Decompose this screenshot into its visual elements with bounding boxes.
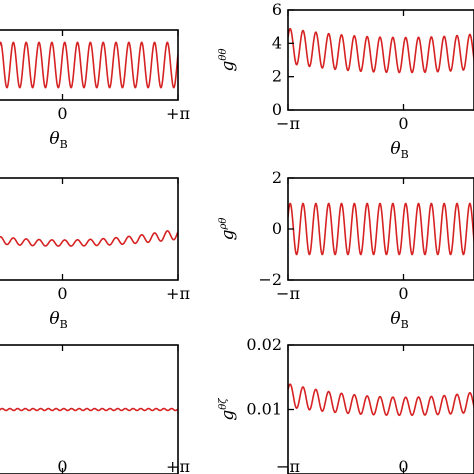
- x-tick-label: +π: [166, 284, 190, 303]
- y-axis-label: gρθ: [218, 218, 238, 241]
- series-line: [0, 230, 178, 247]
- y-tick-label: 0.01: [246, 400, 282, 419]
- y-axis-label: gθζ: [218, 398, 238, 421]
- axes-frame: [0, 344, 179, 474]
- x-axis-label: θB: [390, 309, 408, 331]
- x-tick-label: 0: [398, 457, 408, 474]
- y-tick-label: 6: [272, 0, 282, 19]
- y-tick-label: 4: [272, 33, 282, 52]
- panel-middle-left: 0 +π θB: [0, 177, 190, 331]
- svg-text:gθθ: gθθ: [218, 49, 238, 72]
- y-tick-label: 2: [272, 67, 282, 86]
- series-line: [288, 202, 474, 256]
- x-tick-label: 0: [398, 114, 408, 133]
- y-tick-label: 0: [272, 100, 282, 119]
- x-axis-label: θB: [49, 129, 67, 151]
- axes-frame: [0, 29, 179, 101]
- y-tick-label: 0.02: [246, 335, 282, 354]
- x-tick-label: −π: [276, 284, 300, 303]
- panel-top-left: 0 +π θB: [0, 29, 190, 151]
- panel-bottom-left: 0 +π: [0, 344, 190, 474]
- axes-frame: [0, 177, 179, 281]
- x-tick-label: +π: [166, 104, 190, 123]
- x-tick-label: 0: [57, 284, 67, 303]
- panel-bottom-right: −π 0 0.01 0.02 gθζ: [218, 335, 474, 474]
- y-tick-label: −2: [258, 270, 282, 289]
- series-line: [0, 407, 178, 412]
- svg-text:gρθ: gρθ: [218, 218, 238, 241]
- series-line: [0, 41, 178, 89]
- series-line: [288, 383, 474, 417]
- svg-text:gθζ: gθζ: [218, 398, 238, 421]
- y-tick-label: 0: [272, 219, 282, 238]
- x-tick-label: 0: [398, 284, 408, 303]
- panel-middle-right: −π 0 −2 0 2 θB gρθ: [218, 168, 474, 331]
- x-tick-label: 0: [57, 457, 67, 474]
- y-tick-label: 2: [272, 168, 282, 187]
- axes-frame: [287, 344, 474, 474]
- x-tick-label: 0: [57, 104, 67, 123]
- x-axis-label: θB: [49, 309, 67, 331]
- axes-frame: [287, 9, 474, 111]
- x-tick-label: −π: [276, 457, 300, 474]
- y-axis-label: gθθ: [218, 49, 238, 72]
- axes-frame: [287, 177, 474, 281]
- x-axis-label: θB: [390, 139, 408, 161]
- series-line: [288, 27, 474, 74]
- x-tick-label: −π: [276, 114, 300, 133]
- x-tick-label: +π: [166, 457, 190, 474]
